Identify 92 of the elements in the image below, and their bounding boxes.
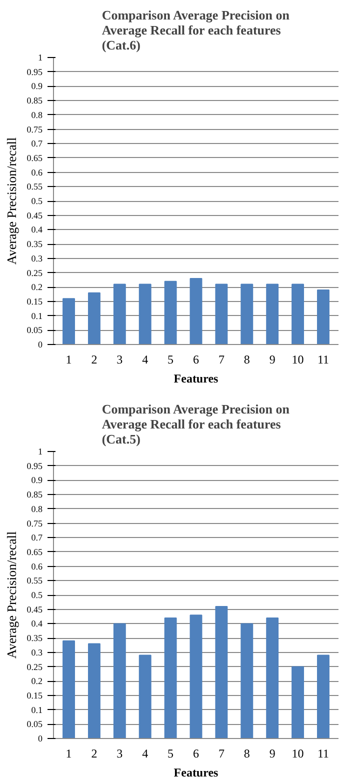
y-tick-label: 0.95: [26, 66, 43, 77]
x-tick-label: 11: [317, 746, 330, 760]
y-tick-label: 0.15: [26, 690, 43, 700]
x-tick-label: 3: [116, 352, 123, 366]
y-tick-label: 0.65: [26, 152, 43, 163]
bar: [190, 278, 202, 344]
bar: [164, 617, 177, 738]
y-tick-label: 0.1: [31, 310, 42, 321]
x-axis-title: Features: [174, 372, 219, 386]
bar: [190, 614, 202, 738]
chart-title: Comparison Average Precision on Average Recall for each features (Cat.6): [102, 8, 290, 52]
y-tick-label: 0.3: [31, 253, 43, 264]
y-tick-label: 0.95: [26, 460, 43, 471]
bar: [88, 292, 100, 344]
y-tick-label: 0.1: [31, 704, 42, 715]
x-tick-label: 11: [317, 352, 330, 366]
chart-title: Comparison Average Precision on Average Recall for each features (Cat.5): [102, 402, 290, 446]
bar: [62, 640, 75, 738]
x-tick-label: 10: [292, 746, 304, 760]
y-tick-label: 0.2: [31, 676, 42, 686]
y-tick-label: 0.7: [31, 138, 43, 149]
bar: [215, 284, 228, 344]
bar: [164, 280, 177, 344]
y-tick-label: 1: [38, 52, 42, 62]
y-tick-label: 0.15: [26, 296, 43, 306]
y-tick-label: 0.45: [26, 210, 43, 220]
y-tick-label: 0.7: [31, 532, 43, 543]
y-axis-title: Average Precision/recall: [4, 531, 19, 659]
x-tick-label: 4: [142, 352, 148, 366]
y-tick-label: 0.8: [31, 504, 43, 514]
y-tick-label: 0.3: [31, 647, 43, 658]
x-tick-label: 9: [269, 352, 276, 366]
x-tick-label: 6: [193, 746, 199, 760]
bar: [88, 643, 100, 738]
y-tick-label: 0.35: [26, 239, 43, 250]
x-tick-label: 8: [244, 352, 250, 366]
y-tick-label: 0.4: [31, 224, 43, 235]
y-tick-label: 0.45: [26, 604, 43, 614]
bar: [62, 298, 75, 344]
bar: [215, 606, 228, 738]
x-tick-label: 1: [66, 746, 72, 760]
x-tick-label: 6: [193, 352, 199, 366]
x-axis-title: Features: [174, 766, 219, 780]
bar: [266, 284, 279, 344]
y-tick-label: 0.2: [31, 282, 42, 292]
y-axis-title: Average Precision/recall: [4, 137, 19, 265]
y-tick-label: 0.6: [31, 167, 43, 178]
y-tick-label: 0.05: [26, 719, 43, 730]
y-tick-label: 0.55: [26, 576, 43, 586]
y-tick-label: 0: [38, 734, 43, 744]
x-tick-label: 4: [142, 746, 148, 760]
y-tick-label: 0.35: [26, 633, 43, 644]
bar: [240, 284, 254, 344]
y-tick-label: 0.8: [31, 110, 43, 120]
y-tick-label: 0.65: [26, 546, 43, 557]
x-tick-label: 2: [91, 352, 98, 366]
y-tick-label: 0.25: [26, 662, 43, 672]
x-tick-label: 1: [66, 352, 72, 366]
x-tick-label: 3: [116, 746, 123, 760]
x-tick-label: 7: [218, 746, 224, 760]
bar: [113, 623, 126, 738]
x-tick-label: 9: [269, 746, 276, 760]
y-tick-label: 0.5: [31, 196, 43, 206]
y-tick-label: 0.85: [26, 96, 43, 106]
x-tick-label: 2: [91, 746, 98, 760]
y-tick-label: 0.5: [31, 590, 43, 600]
bar: [317, 654, 330, 738]
bar: [138, 654, 152, 738]
y-tick-label: 0.25: [26, 268, 43, 278]
bar: [138, 284, 152, 344]
x-tick-label: 5: [168, 352, 174, 366]
y-tick-label: 0.75: [26, 124, 43, 134]
bar: [266, 617, 279, 738]
y-tick-label: 0.85: [26, 490, 43, 500]
bar: [113, 284, 126, 344]
x-tick-label: 10: [292, 352, 304, 366]
y-tick-label: 0.55: [26, 182, 43, 192]
bar: [240, 623, 254, 738]
x-tick-label: 7: [218, 352, 224, 366]
y-tick-label: 0.6: [31, 561, 43, 572]
y-tick-label: 0.75: [26, 518, 43, 528]
x-tick-label: 8: [244, 746, 250, 760]
y-tick-label: 0.9: [31, 475, 43, 486]
x-tick-label: 5: [168, 746, 174, 760]
y-tick-label: 0.05: [26, 325, 43, 336]
y-tick-label: 0.9: [31, 81, 43, 92]
bar: [292, 284, 304, 344]
y-tick-label: 0: [38, 340, 43, 350]
bar: [292, 666, 304, 738]
y-tick-label: 1: [38, 446, 42, 456]
y-tick-label: 0.4: [31, 618, 43, 629]
bar: [317, 289, 330, 344]
